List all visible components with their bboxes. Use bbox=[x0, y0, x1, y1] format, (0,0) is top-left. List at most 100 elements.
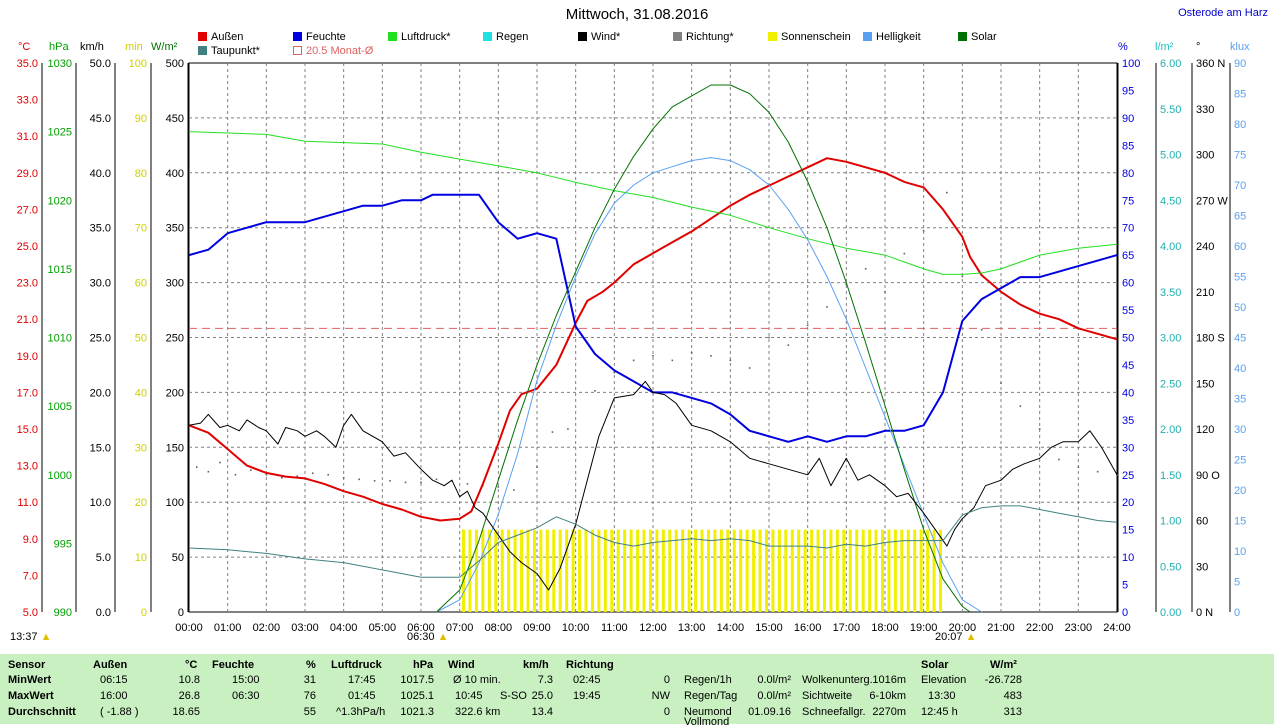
y-tick-lux: 60 bbox=[1234, 241, 1246, 253]
unit-temp: °C bbox=[18, 41, 31, 53]
direction-dot bbox=[884, 290, 886, 293]
y-tick-rain: 5.00 bbox=[1160, 150, 1181, 162]
direction-dot bbox=[980, 329, 983, 331]
sunshine-bar bbox=[623, 529, 627, 612]
direction-dot bbox=[1096, 470, 1099, 473]
stats-header-luft-unit: hPa bbox=[413, 659, 434, 671]
y-tick-rain: 2.00 bbox=[1160, 424, 1181, 436]
direction-dot bbox=[946, 191, 948, 194]
y-tick-hum: 100 bbox=[1122, 58, 1140, 70]
y-tick-min: 10 bbox=[135, 552, 147, 564]
stats-header-feuchte-unit: % bbox=[306, 659, 316, 671]
stats-header-aussen-unit: °C bbox=[185, 659, 198, 671]
stats-header-solar-unit: W/m² bbox=[990, 659, 1017, 671]
y-tick-hum: 50 bbox=[1122, 333, 1134, 345]
y-tick-rain: 3.50 bbox=[1160, 287, 1181, 299]
x-tick-label: 22:00 bbox=[1026, 622, 1054, 634]
unit-min: min bbox=[125, 41, 143, 53]
y-tick-dir: 120 bbox=[1196, 424, 1214, 436]
y-tick-min: 80 bbox=[135, 168, 147, 180]
stats-luft-min-time: 17:45 bbox=[348, 674, 376, 686]
direction-dot bbox=[250, 469, 252, 471]
y-tick-dir: 0 N bbox=[1196, 607, 1213, 619]
sunshine-bar bbox=[822, 529, 826, 612]
direction-dot bbox=[420, 481, 422, 484]
y-tick-solar: 250 bbox=[166, 333, 184, 345]
stats-regen1h-label: Regen/1h bbox=[684, 674, 732, 686]
stats-richtung-min-time: 02:45 bbox=[573, 674, 601, 686]
y-tick-lux: 5 bbox=[1234, 577, 1240, 589]
y-tick-temp: 23.0 bbox=[17, 278, 38, 290]
legend-feuchte: Feuchte bbox=[293, 31, 346, 43]
y-tick-hum: 55 bbox=[1122, 305, 1134, 317]
y-tick-hum: 85 bbox=[1122, 140, 1134, 152]
direction-dot bbox=[748, 367, 751, 369]
location-label: Osterode am Harz bbox=[1178, 7, 1268, 19]
sunshine-bar bbox=[739, 529, 743, 612]
stats-luft-avg: 1021.3 bbox=[400, 706, 434, 718]
y-tick-lux: 85 bbox=[1234, 89, 1246, 101]
y-tick-lux: 25 bbox=[1234, 455, 1246, 467]
y-tick-lux: 80 bbox=[1234, 119, 1246, 131]
stats-row-label: MaxWert bbox=[8, 690, 54, 702]
sunshine-bar bbox=[868, 529, 872, 612]
sunshine-bar bbox=[507, 529, 511, 612]
sunshine-bar bbox=[552, 529, 556, 612]
series-wind bbox=[188, 380, 1118, 591]
y-tick-solar: 100 bbox=[166, 497, 184, 509]
y-tick-temp: 7.0 bbox=[23, 570, 38, 582]
stats-header-luft: Luftdruck bbox=[331, 659, 382, 671]
x-tick-label: 21:00 bbox=[987, 622, 1015, 634]
direction-dot bbox=[652, 355, 654, 357]
stats-sicht: 6-10km bbox=[869, 690, 906, 702]
sunshine-bar bbox=[719, 529, 723, 612]
y-tick-dir: 30 bbox=[1196, 561, 1208, 573]
y-tick-min: 20 bbox=[135, 497, 147, 509]
legend-monat-avg: 20.5 Monat-Ø bbox=[293, 45, 373, 57]
x-tick-label: 13:00 bbox=[678, 622, 706, 634]
sunshine-bar bbox=[919, 529, 923, 612]
y-tick-solar: 350 bbox=[166, 223, 184, 235]
sunshine-bar bbox=[926, 529, 930, 612]
legend-helligkeit: Helligkeit bbox=[863, 31, 921, 43]
stats-regentag: 0.0l/m² bbox=[757, 690, 791, 702]
sunshine-bar bbox=[648, 529, 652, 612]
stats-feuchte-max: 76 bbox=[303, 690, 316, 702]
sunshine-bar bbox=[687, 529, 691, 612]
sunshine-bar bbox=[487, 529, 491, 612]
sunshine-bar bbox=[661, 529, 665, 612]
sunshine-bar bbox=[913, 529, 917, 612]
x-tick-label: 24:00 bbox=[1103, 622, 1131, 634]
series-luftdruck bbox=[188, 131, 1118, 275]
y-tick-wind: 5.0 bbox=[96, 552, 111, 564]
y-tick-lux: 45 bbox=[1234, 333, 1246, 345]
stats-luft-trend: ^1.3hPa/h bbox=[336, 706, 386, 718]
y-tick-press: 1000 bbox=[48, 470, 72, 482]
y-tick-hum: 70 bbox=[1122, 223, 1134, 235]
y-tick-lux: 75 bbox=[1234, 150, 1246, 162]
stats-aussen-max-time: 16:00 bbox=[100, 690, 128, 702]
direction-dot bbox=[632, 359, 635, 362]
stats-schneefall: 2270m bbox=[872, 706, 906, 718]
y-tick-press: 1005 bbox=[48, 401, 72, 413]
y-tick-hum: 30 bbox=[1122, 442, 1134, 454]
stats-neumond: 01.09.16 bbox=[748, 706, 791, 718]
sunshine-bar bbox=[777, 529, 781, 612]
sunshine-bar bbox=[494, 529, 498, 612]
sunshine-bar bbox=[713, 529, 717, 612]
y-tick-temp: 33.0 bbox=[17, 95, 38, 107]
y-tick-hum: 25 bbox=[1122, 470, 1134, 482]
sunshine-bar bbox=[706, 529, 710, 612]
y-tick-min: 40 bbox=[135, 387, 147, 399]
direction-dot bbox=[1038, 428, 1041, 430]
stats-feuchte-avg: 55 bbox=[303, 706, 316, 718]
y-tick-lux: 65 bbox=[1234, 211, 1246, 223]
stats-neumond-label: Neumond bbox=[684, 706, 732, 718]
stats-sicht-label: Sichtweite bbox=[802, 690, 853, 702]
direction-dot bbox=[513, 489, 515, 491]
sunset-time: 20:07 ▲ bbox=[935, 631, 977, 643]
y-tick-lux: 10 bbox=[1234, 546, 1246, 558]
y-tick-dir: 210 bbox=[1196, 287, 1214, 299]
stats-header-wind: Wind bbox=[448, 659, 475, 671]
y-tick-press: 1025 bbox=[48, 127, 72, 139]
